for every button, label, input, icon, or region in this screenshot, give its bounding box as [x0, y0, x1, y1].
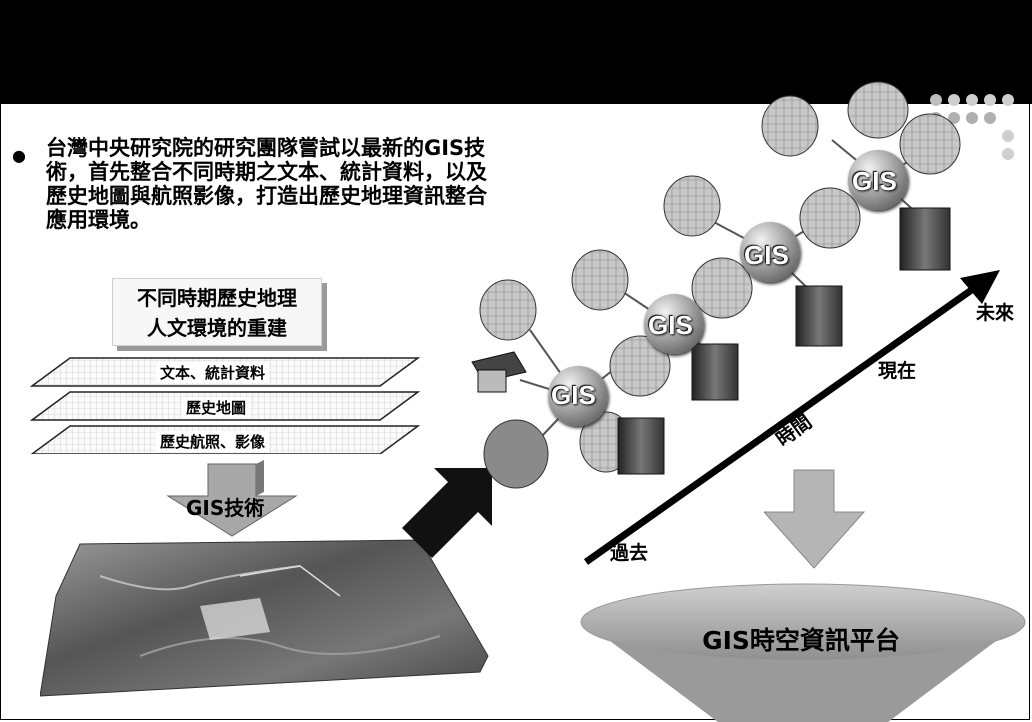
gis-tech-arrow: [166, 460, 298, 537]
gis-node-1-label: GIS: [551, 380, 596, 410]
reconstruction-box-line-1: 不同時期歷史地理: [137, 286, 297, 310]
terrain-map-image: [40, 539, 489, 697]
diagonal-arrow: [402, 468, 492, 558]
layer-label-text: 文本、統計資料: [156, 362, 270, 383]
gis-node-4-label: GIS: [852, 166, 897, 196]
gis-node-4: [848, 150, 908, 210]
timeline-arrow: [583, 270, 1000, 565]
bullet-line-3: 歷史地圖與航照影像，打造出歷史地理資訊整合: [46, 184, 487, 208]
layer-label-map: 歷史地圖: [182, 397, 251, 418]
layer-label-aerial: 歷史航照、影像: [156, 431, 270, 452]
platform-funnel: [580, 583, 1026, 722]
gis-node-2-label: GIS: [648, 310, 693, 340]
bullet-line-4: 應用環境。: [46, 208, 151, 232]
reconstruction-box: 不同時期歷史地理 人文環境的重建: [112, 278, 322, 346]
bullet-line-1: 台灣中央研究院的研究團隊嘗試以最新的GIS技: [46, 136, 486, 160]
label-present: 現在: [878, 360, 917, 382]
gis-node-3: [740, 222, 800, 282]
gis-node-3-label: GIS: [744, 240, 789, 270]
bullet-paragraph: 台灣中央研究院的研究團隊嘗試以最新的GIS技 術，首先整合不同時期之文本、統計資…: [46, 136, 626, 232]
reconstruction-box-line-2: 人文環境的重建: [147, 316, 287, 340]
gis-network: [471, 81, 961, 489]
label-future: 未來: [976, 302, 1015, 324]
label-past: 過去: [610, 542, 649, 564]
bullet-symbol: ●: [12, 146, 26, 165]
platform-arrow: [764, 469, 866, 569]
gis-node-2: [644, 294, 704, 354]
platform-label: GIS時空資訊平台: [702, 626, 900, 655]
gis-tech-label: GIS技術: [186, 496, 265, 520]
bullet-line-2: 術，首先整合不同時期之文本、統計資料，以及: [46, 160, 487, 184]
gis-node-1: [548, 366, 608, 426]
title-bar: [0, 0, 1032, 104]
